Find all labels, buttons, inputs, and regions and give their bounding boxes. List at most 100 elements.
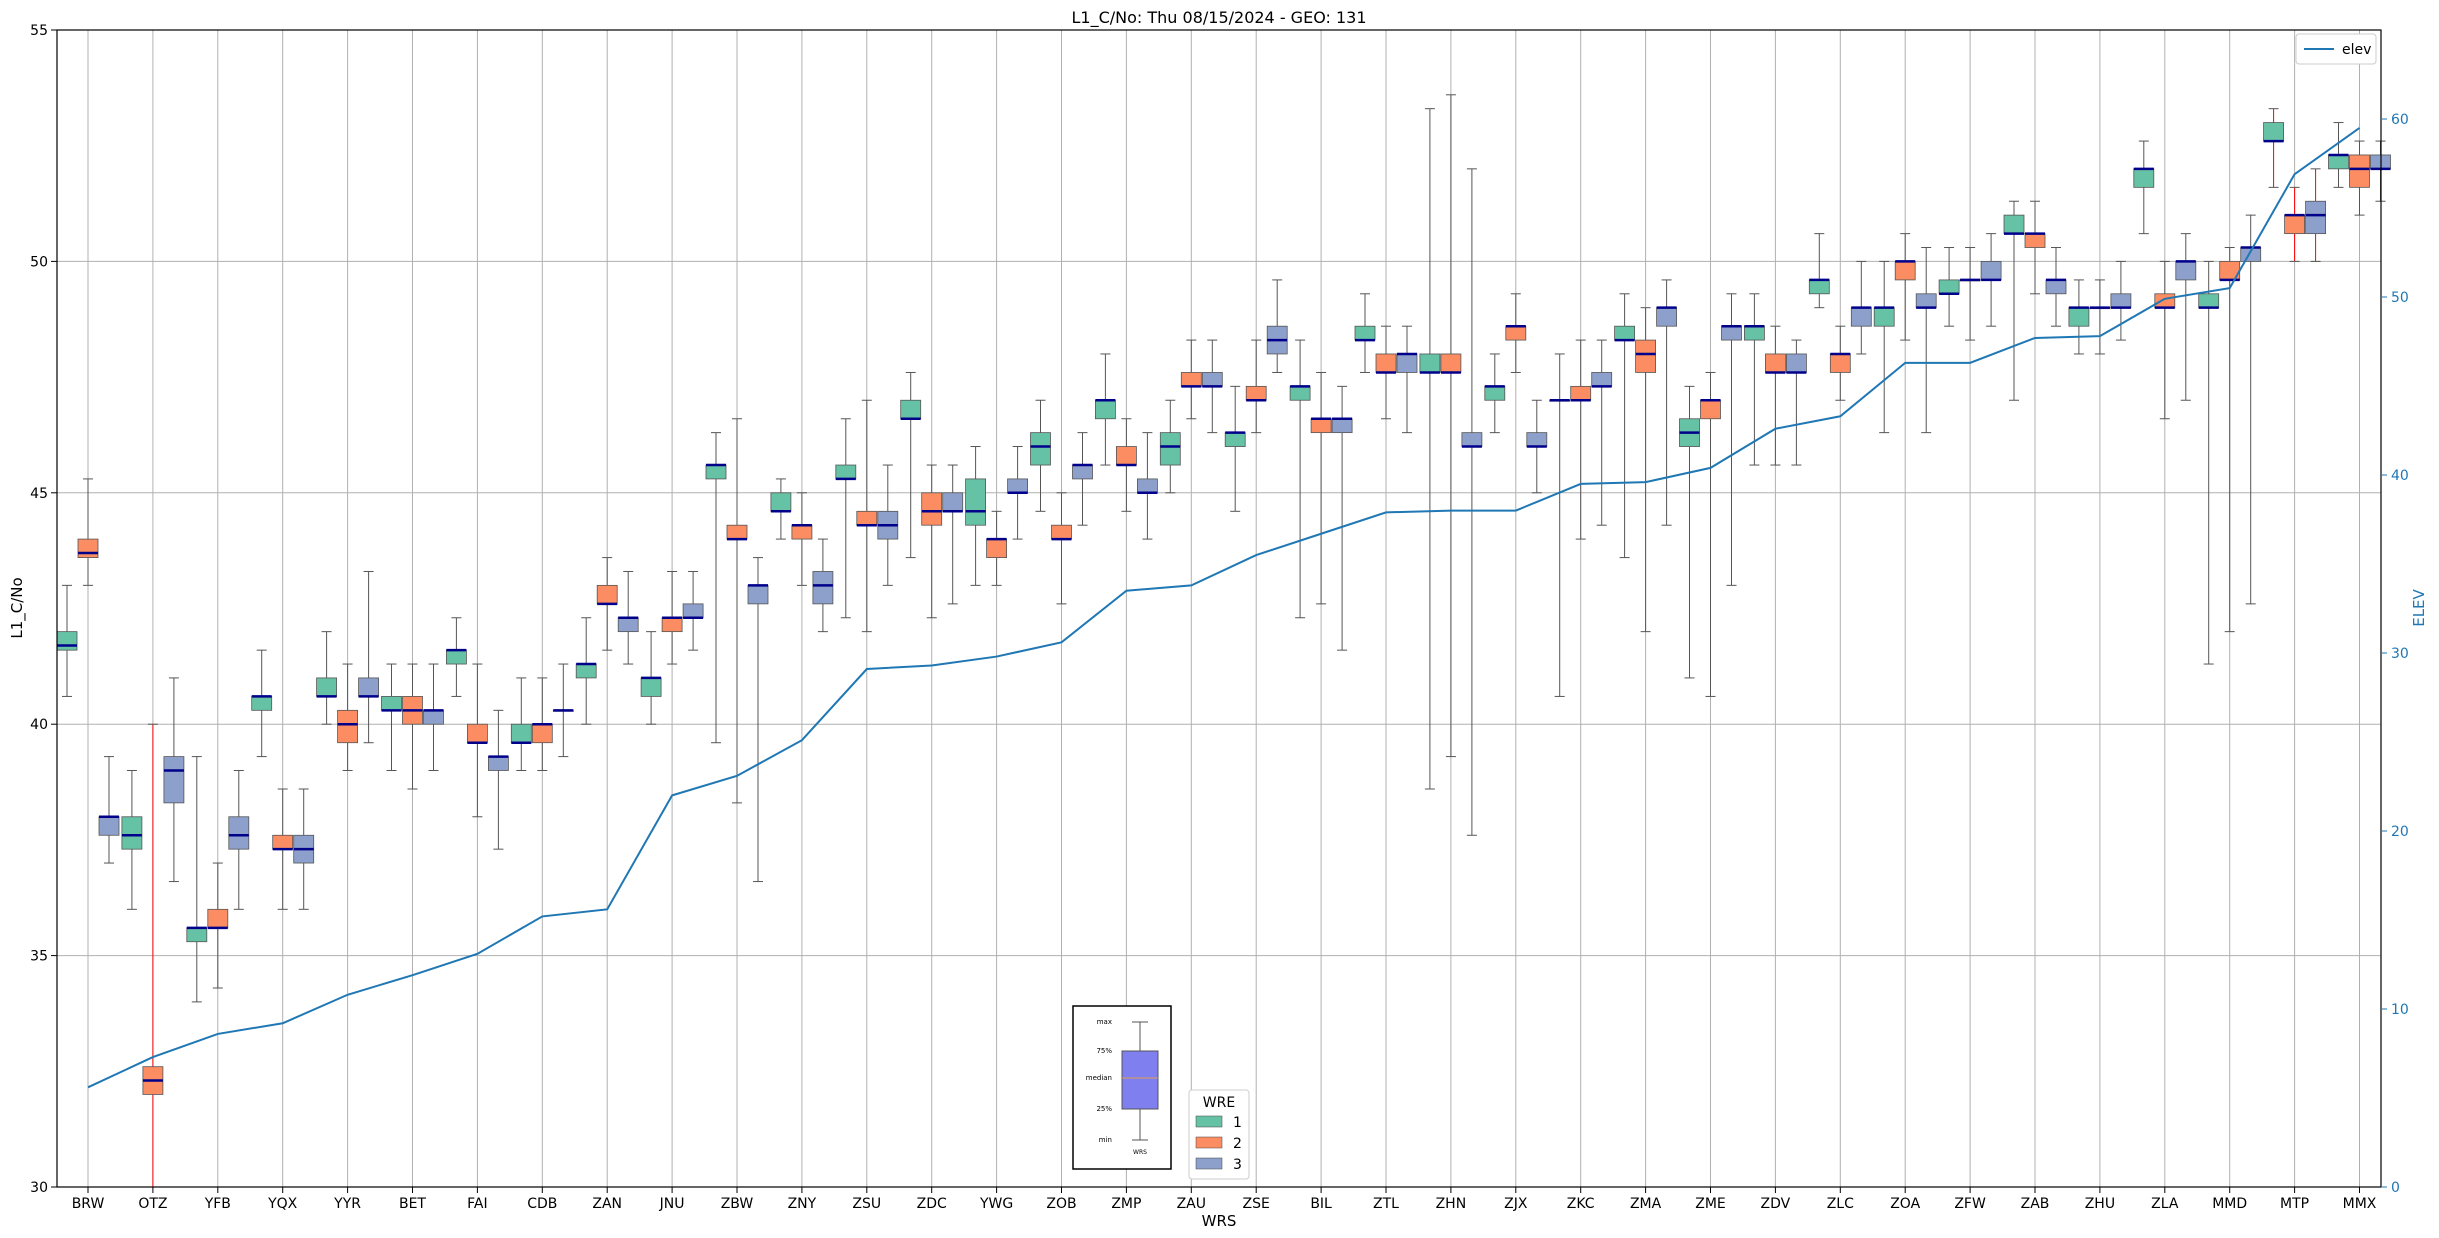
box-zjx-wre2 bbox=[1505, 293, 1527, 373]
x-tick-label: ZOA bbox=[1890, 1196, 1920, 1212]
box-zla-wre1 bbox=[2133, 140, 2155, 235]
y2-axis-label: ELEV bbox=[2410, 588, 2428, 626]
box-body bbox=[1007, 478, 1028, 494]
box-body bbox=[1051, 524, 1072, 540]
box-zhu-wre1 bbox=[2068, 279, 2090, 355]
y-tick-label: 30 bbox=[30, 1180, 48, 1196]
box-yqx-wre3 bbox=[293, 788, 315, 910]
box-fai-wre2 bbox=[466, 663, 488, 818]
box-yyr-wre1 bbox=[316, 631, 338, 725]
box-mmd-wre1 bbox=[2198, 260, 2220, 665]
box-yyr-wre3 bbox=[358, 570, 380, 744]
box-body bbox=[1980, 260, 2002, 281]
box-bet-wre1 bbox=[381, 663, 402, 771]
wre-legend-swatch-2 bbox=[1195, 1136, 1223, 1149]
box-otz-wre1 bbox=[121, 769, 143, 910]
box-body bbox=[900, 399, 922, 420]
box-body bbox=[2024, 233, 2046, 248]
x-tick-label: FAI bbox=[467, 1196, 487, 1212]
box-zme-wre2 bbox=[1700, 371, 1721, 697]
box-cdb-wre1 bbox=[510, 677, 532, 771]
box-body bbox=[1116, 446, 1137, 466]
y-tick-label: 35 bbox=[30, 949, 48, 965]
box-zse-wre1 bbox=[1224, 385, 1246, 512]
box-zan-wre3 bbox=[617, 570, 639, 665]
wre-legend-swatch-3 bbox=[1195, 1157, 1223, 1170]
y-tick-label: 50 bbox=[30, 254, 48, 270]
box-mtp-wre3 bbox=[2305, 168, 2327, 262]
box-body bbox=[812, 571, 834, 605]
box-body bbox=[163, 756, 185, 804]
box-zau-wre2 bbox=[1180, 339, 1202, 420]
box-yfb-wre1 bbox=[186, 756, 208, 1003]
box-body bbox=[835, 464, 857, 480]
y2-tick-label: 50 bbox=[2391, 290, 2409, 306]
box-brw-wre2 bbox=[77, 478, 99, 586]
box-body bbox=[2349, 154, 2370, 188]
box-zab-wre1 bbox=[2003, 200, 2025, 401]
box-bil-wre1 bbox=[1289, 339, 1311, 619]
box-body bbox=[1505, 325, 1527, 341]
x-tick-label: ZME bbox=[1695, 1196, 1726, 1212]
y-tick-label: 40 bbox=[30, 717, 48, 733]
box-body bbox=[921, 492, 943, 526]
box-zsu-wre1 bbox=[835, 418, 857, 619]
box-zob-wre1 bbox=[1030, 399, 1051, 512]
x-tick-label: ZFW bbox=[1954, 1196, 1986, 1212]
box-body bbox=[617, 617, 639, 633]
box-body bbox=[1484, 385, 1506, 401]
box-zbw-wre1 bbox=[705, 432, 727, 744]
box-body bbox=[661, 617, 683, 633]
y2-tick-label: 40 bbox=[2391, 468, 2409, 484]
y2-tick-label: 30 bbox=[2391, 646, 2409, 662]
box-body bbox=[1440, 353, 1462, 373]
box-zse-wre3 bbox=[1266, 279, 1288, 373]
x-tick-label: ZDC bbox=[917, 1196, 947, 1212]
x-tick-label: YFB bbox=[204, 1196, 231, 1212]
box-zdc-wre1 bbox=[900, 371, 922, 559]
box-zan-wre1 bbox=[575, 617, 597, 725]
box-body bbox=[2110, 293, 2132, 309]
box-zab-wre3 bbox=[2045, 247, 2067, 327]
box-bet-wre3 bbox=[423, 663, 444, 771]
box-mtp-wre2 bbox=[2284, 186, 2306, 262]
box-body bbox=[1331, 418, 1353, 434]
box-body bbox=[1396, 353, 1418, 373]
box-zny-wre1 bbox=[770, 478, 792, 540]
chart-title: L1_C/No: Thu 08/15/2024 - GEO: 131 bbox=[1071, 8, 1366, 28]
box-body bbox=[2263, 122, 2285, 142]
box-zlc-wre3 bbox=[1850, 260, 1872, 355]
box-body bbox=[423, 709, 444, 725]
box-body bbox=[1894, 260, 1916, 281]
box-zan-wre2 bbox=[596, 557, 618, 651]
x-tick-label: ZMP bbox=[1111, 1196, 1141, 1212]
x-tick-label: OTZ bbox=[138, 1196, 167, 1212]
box-mtp-wre1 bbox=[2263, 108, 2285, 188]
box-zoa-wre3 bbox=[1915, 247, 1937, 434]
box-body bbox=[1354, 325, 1376, 341]
box-body bbox=[1721, 325, 1742, 341]
x-tick-label: MTP bbox=[2280, 1196, 2309, 1212]
box-zjx-wre1 bbox=[1484, 353, 1506, 434]
box-zdv-wre2 bbox=[1765, 325, 1786, 466]
box-body bbox=[1030, 432, 1051, 466]
box-otz-wre3 bbox=[163, 677, 185, 883]
box-body bbox=[2154, 293, 2176, 309]
box-zfw-wre3 bbox=[1980, 233, 2002, 327]
box-jnu-wre3 bbox=[682, 570, 704, 651]
box-bil-wre2 bbox=[1310, 371, 1332, 605]
x-tick-label: ZMA bbox=[1630, 1196, 1662, 1212]
box-body bbox=[726, 524, 748, 540]
box-body bbox=[207, 908, 229, 929]
y-axis-label: L1_C/No bbox=[8, 577, 27, 638]
elev-legend: elev bbox=[2295, 33, 2377, 65]
box-key-inset: max 75% median 25% min WRS bbox=[1072, 1005, 1172, 1170]
box-zhn-wre1 bbox=[1419, 108, 1441, 790]
key-label-max: max bbox=[1097, 1018, 1112, 1026]
x-tick-label: ZBW bbox=[721, 1196, 754, 1212]
key-label-median: median bbox=[1086, 1074, 1112, 1082]
box-zny-wre3 bbox=[812, 538, 834, 633]
box-body bbox=[2133, 168, 2155, 188]
x-axis: BRW OTZ YFB YQX YYR BET FAI CDB ZAN JNU ZBW ZNY ZSU Z… bbox=[72, 1187, 2377, 1212]
box-bet-wre2 bbox=[402, 663, 423, 790]
